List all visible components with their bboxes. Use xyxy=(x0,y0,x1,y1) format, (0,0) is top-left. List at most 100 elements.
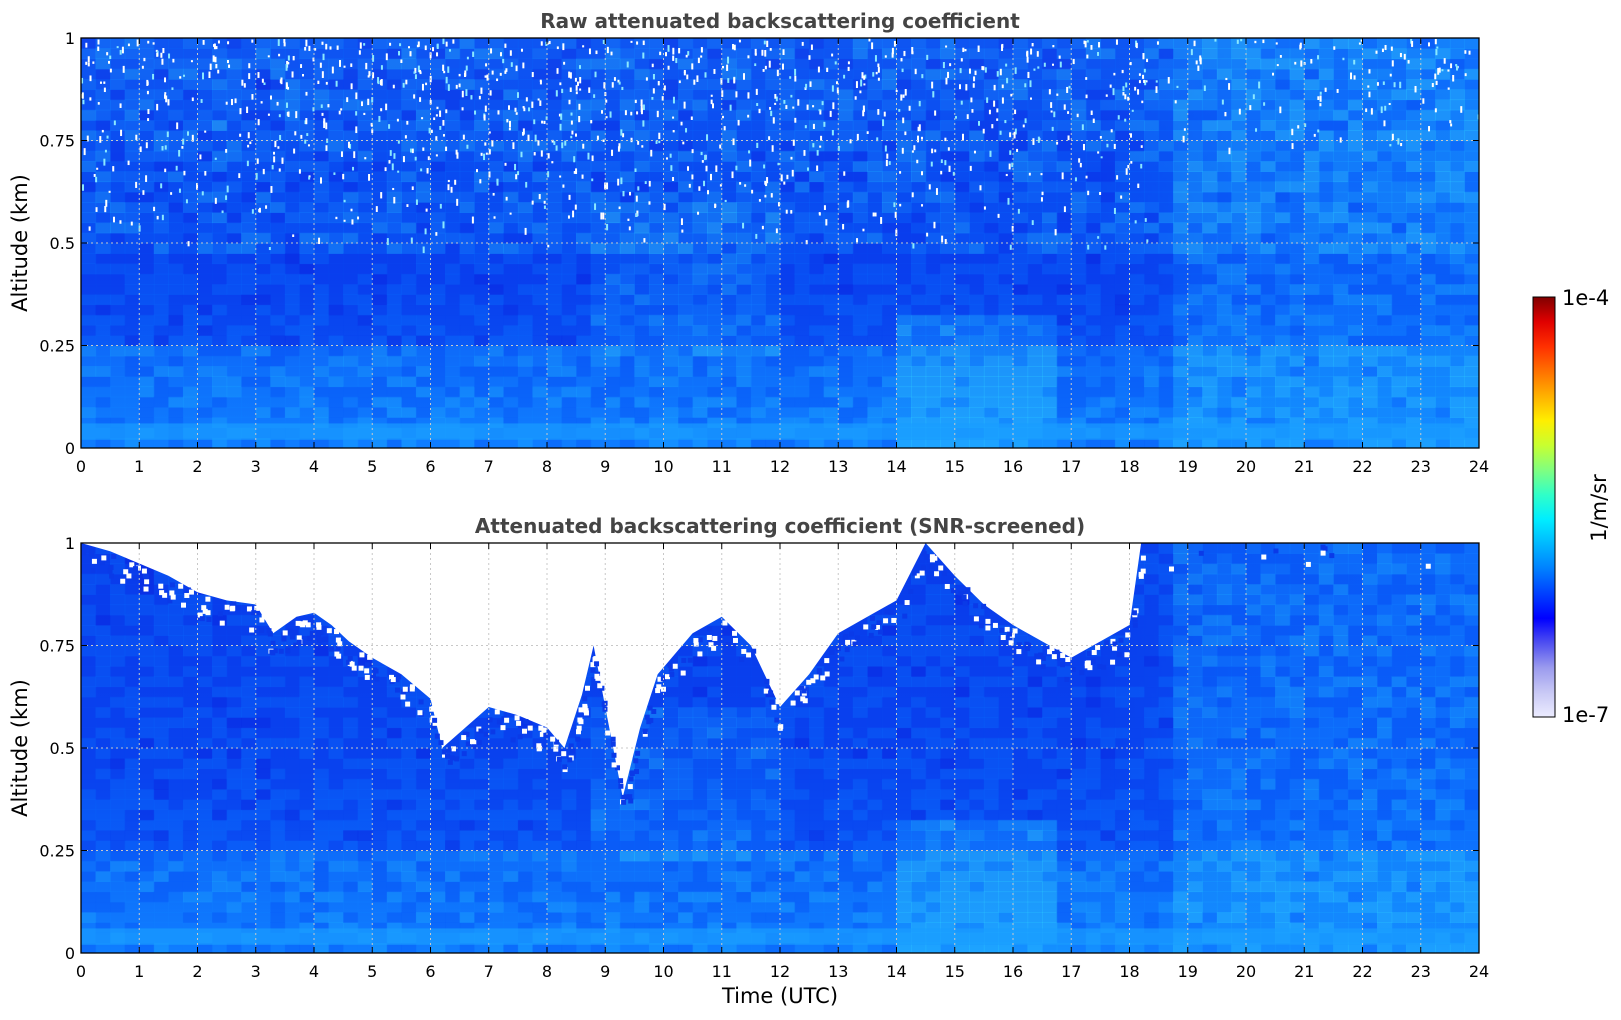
heatmap-cell xyxy=(1231,407,1247,418)
heatmap-cell xyxy=(547,335,563,347)
heatmap-cell xyxy=(634,335,650,347)
heatmap-cell xyxy=(488,202,504,213)
heatmap-cell xyxy=(663,232,679,244)
heatmap-cell xyxy=(678,345,694,357)
heatmap-cell xyxy=(576,243,592,254)
heatmap-cell xyxy=(547,355,563,367)
heatmap-cell xyxy=(1173,48,1189,60)
heatmap-cell xyxy=(1173,345,1189,357)
noise-speck xyxy=(1436,46,1439,49)
heatmap-cell xyxy=(881,161,898,172)
noise-speck xyxy=(447,179,450,183)
heatmap-cell xyxy=(1304,273,1320,285)
heatmap-cell xyxy=(1377,232,1393,244)
heatmap-cell xyxy=(299,335,315,347)
noise-speck xyxy=(397,170,400,173)
noise-speck xyxy=(710,99,713,105)
heatmap-cell xyxy=(110,253,126,265)
noise-speck xyxy=(776,69,779,77)
heatmap-cell xyxy=(954,335,970,347)
heatmap-cell xyxy=(1202,253,1218,265)
heatmap-cell xyxy=(1362,140,1378,152)
noise-speck xyxy=(1263,102,1266,106)
heatmap-cell xyxy=(1406,366,1422,377)
heatmap-cell xyxy=(1318,38,1334,49)
heatmap-cell xyxy=(1144,253,1160,265)
heatmap-cell xyxy=(1085,314,1101,326)
heatmap-cell xyxy=(1333,376,1349,388)
heatmap-cell xyxy=(1114,202,1131,213)
heatmap-cell xyxy=(765,48,781,60)
heatmap-cell xyxy=(357,38,373,49)
heatmap-cell xyxy=(867,243,883,254)
noise-speck xyxy=(891,52,894,58)
heatmap-cell xyxy=(474,181,490,193)
heatmap-cell xyxy=(663,68,679,80)
heatmap-cell xyxy=(1377,294,1393,306)
heatmap-cell xyxy=(1202,38,1218,49)
noise-speck xyxy=(764,50,767,57)
heatmap-cell xyxy=(1260,38,1276,49)
heatmap-cell xyxy=(386,202,402,213)
heatmap-cell xyxy=(182,284,199,295)
heatmap-cell xyxy=(503,407,519,418)
heatmap-cell xyxy=(1042,386,1058,398)
heatmap-cell xyxy=(328,89,344,101)
heatmap-cell xyxy=(750,109,767,121)
noise-speck xyxy=(1262,39,1265,44)
noise-speck xyxy=(130,221,133,226)
heatmap-cell xyxy=(1231,202,1247,213)
heatmap-cell xyxy=(561,130,577,142)
heatmap-cell xyxy=(212,120,228,131)
heatmap-cell xyxy=(605,181,621,193)
noise-speck xyxy=(1391,60,1394,67)
noise-speck xyxy=(1031,220,1034,226)
noise-speck xyxy=(263,82,266,86)
heatmap-cell xyxy=(517,376,534,388)
noise-speck xyxy=(605,99,608,103)
heatmap-cell xyxy=(1304,171,1320,183)
heatmap-cell xyxy=(226,437,242,448)
noise-speck xyxy=(400,59,403,63)
heatmap-cell xyxy=(1027,58,1043,70)
heatmap-cell xyxy=(852,161,868,172)
heatmap-cell xyxy=(1202,202,1218,213)
heatmap-cell xyxy=(1173,304,1189,316)
heatmap-cell xyxy=(314,355,330,367)
heatmap-cell xyxy=(678,130,694,142)
heatmap-cell xyxy=(1071,325,1087,336)
heatmap-cell xyxy=(474,253,490,265)
heatmap-cell xyxy=(954,58,970,70)
heatmap-cell xyxy=(212,284,228,295)
noise-speck xyxy=(1460,106,1463,113)
heatmap-cell xyxy=(95,38,111,49)
heatmap-cell xyxy=(707,314,723,326)
noise-speck xyxy=(175,165,178,171)
heatmap-cell xyxy=(648,140,665,152)
heatmap-cell xyxy=(415,366,432,377)
heatmap-cell xyxy=(1216,335,1233,347)
heatmap-cell xyxy=(226,79,242,90)
heatmap-cell xyxy=(576,120,592,131)
heatmap-cell xyxy=(547,48,563,60)
heatmap-cell xyxy=(678,355,694,367)
heatmap-cell xyxy=(881,366,898,377)
heatmap-cell xyxy=(1377,386,1393,398)
noise-speck xyxy=(375,206,378,212)
heatmap-cell xyxy=(212,355,228,367)
noise-speck xyxy=(825,219,828,226)
noise-speck xyxy=(903,50,906,57)
heatmap-cell xyxy=(255,161,271,172)
heatmap-cell xyxy=(430,120,446,131)
heatmap-cell xyxy=(692,366,708,377)
heatmap-cell xyxy=(1114,130,1131,142)
heatmap-cell xyxy=(983,222,1000,234)
heatmap-cell xyxy=(1275,191,1291,203)
heatmap-cell xyxy=(648,243,665,254)
heatmap-cell xyxy=(270,294,286,306)
heatmap-cell xyxy=(430,263,446,275)
heatmap-cell xyxy=(1318,212,1334,224)
heatmap-cell xyxy=(153,376,169,388)
heatmap-cell xyxy=(517,366,534,377)
heatmap-cell xyxy=(284,48,301,60)
